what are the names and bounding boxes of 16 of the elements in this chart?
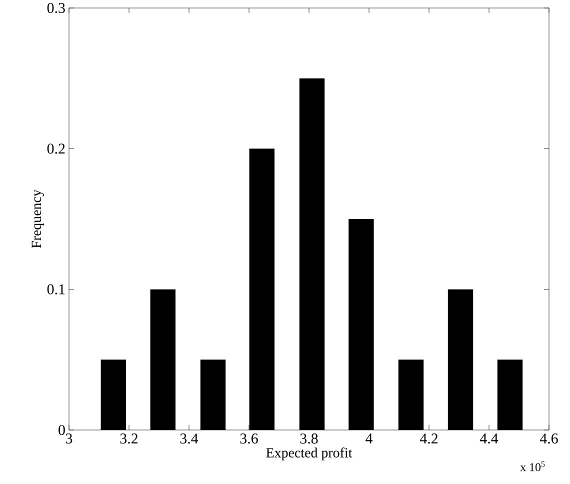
x-tick-label: 3.8 [300,434,318,444]
x-tick-label: 4.4 [480,434,498,444]
x-axis-title: Expected profit [266,448,352,460]
y-tick-label: 0.1 [47,284,65,294]
x-tick-label: 4.6 [540,434,558,444]
x-tick-label: 4 [366,434,372,444]
x-tick-label: 3.6 [240,434,258,444]
x-tick-label: 3.2 [120,434,138,444]
y-axis-title: Frequency [32,190,44,248]
y-tick-label: 0.2 [47,144,65,154]
x-tick-label: 4.2 [420,434,438,444]
y-tick-label: 0.3 [47,2,65,14]
x-tick-label: 3 [66,434,72,444]
y-tick-label: 0 [58,424,65,436]
x-tick-label: 3.4 [180,434,198,444]
text: x 10$^{5}$ [520,462,545,472]
